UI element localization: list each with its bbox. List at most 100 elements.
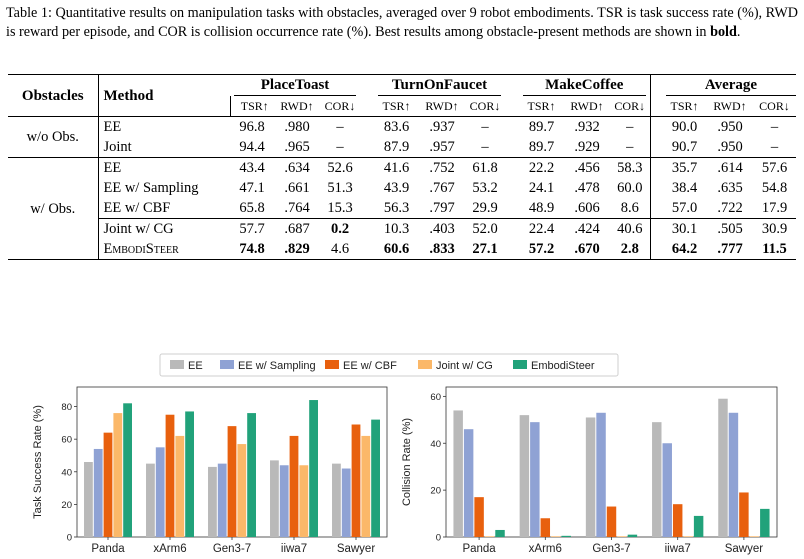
table-cell: 58.3 [610, 157, 650, 178]
y-tick-label: 20 [61, 500, 72, 511]
cell-spacer [505, 218, 519, 239]
table-cell: .777 [707, 239, 753, 260]
bar [103, 432, 113, 537]
bar [113, 413, 123, 537]
table-cell: 94.4 [239, 139, 265, 155]
bar [530, 422, 540, 537]
table-caption: Table 1: Quantitative results on manipul… [6, 4, 798, 42]
bar [155, 447, 165, 537]
bar [739, 492, 749, 537]
bar [561, 535, 571, 537]
table-row: EE w/ CBF 65.8 .764 15.3 56.3 .797 29.9 48.9 .60… [8, 198, 796, 219]
table-cell: .634 [274, 157, 320, 178]
table-cell: 56.3 [383, 200, 410, 216]
table-cell: – [336, 139, 344, 155]
header-task-label: MakeCoffee [523, 75, 646, 96]
legend-label: EE [188, 360, 203, 372]
table-cell: .456 [564, 157, 610, 178]
table-cell: 61.8 [465, 157, 505, 178]
table-cell: 22.4 [519, 218, 564, 239]
bar [93, 448, 103, 537]
table-cell: .752 [419, 157, 465, 178]
method-name: Joint w/ CG [97, 218, 230, 239]
x-tick-label: Sawyer [337, 543, 376, 555]
metric-header: RWD↑ [425, 99, 459, 113]
table-cell: 8.6 [620, 200, 639, 216]
x-tick-label: Panda [91, 543, 125, 555]
table-cell: 52.6 [320, 157, 360, 178]
x-tick-label: Gen3-7 [213, 543, 251, 555]
table-cell: 65.8 [239, 200, 265, 216]
table-cell: 51.3 [327, 180, 353, 196]
task-success-chart: 0 20 40 60 80 Task Success Rate (%) Panda xArm6… [32, 386, 388, 555]
x-tick-label: xArm6 [529, 543, 562, 555]
y-tick-label: 60 [430, 392, 441, 403]
table-cell: 60.6 [374, 239, 419, 260]
bar [672, 504, 683, 537]
table-row: Joint 94.4 .965 – 87.9 .957 – 89.7 .929 – 90.7 .950… [8, 137, 796, 158]
method-name: EE [97, 116, 230, 137]
legend-label: Joint w/ CG [436, 360, 493, 372]
metric-header: RWD↑ [570, 99, 604, 113]
bar [728, 412, 739, 537]
bar [718, 398, 728, 537]
table-cell: 57.7 [230, 218, 274, 239]
bar [289, 435, 299, 537]
cell-spacer [649, 198, 662, 219]
table-cell: 29.9 [472, 200, 498, 216]
table-cell: 17.9 [761, 200, 788, 216]
table-cell: 54.8 [761, 180, 788, 196]
legend-swatch [170, 360, 184, 369]
y-tick-label: 0 [67, 533, 72, 544]
method-name: Joint [97, 137, 230, 158]
table-row: w/o Obs. EE 96.8.980–83.6.937–89.7.932–90.… [8, 116, 796, 158]
bar [606, 506, 617, 537]
bar [596, 412, 606, 537]
cell-spacer [505, 239, 519, 260]
header-task-label: TurnOnFaucet [378, 75, 501, 96]
bar [540, 518, 551, 537]
table-cell: 96.8 [230, 116, 274, 137]
y-tick-label: 80 [61, 402, 72, 413]
table-cell: – [481, 139, 489, 155]
caption-text: Quantitative results on manipulation tas… [6, 5, 799, 40]
legend-swatch [418, 360, 432, 369]
table-cell: 83.6 [374, 116, 419, 137]
metric-header: COR↓ [324, 99, 356, 113]
x-tick-label: xArm6 [153, 543, 186, 555]
table-cell: .614 [707, 157, 753, 178]
y-axis-label: Task Success Rate (%) [32, 405, 44, 519]
x-tick-label: iiwa7 [665, 543, 691, 555]
table-cell: 35.7 [662, 157, 707, 178]
table-cell: .965 [284, 139, 310, 155]
bar [484, 536, 495, 537]
header-task: TurnOnFaucet [374, 74, 505, 96]
table-cell: .403 [419, 218, 465, 239]
table-cell: 43.9 [383, 180, 410, 196]
table-cell: .829 [274, 239, 320, 260]
chart-legend: EE EE w/ Sampling EE w/ CBF Joint w/ CG Embo… [159, 353, 619, 377]
header-task: MakeCoffee [519, 74, 650, 96]
header-method: Method [97, 74, 230, 117]
bar [217, 463, 227, 537]
bar [123, 403, 132, 537]
legend-swatch [513, 360, 527, 369]
y-tick-label: 20 [430, 486, 441, 497]
metric-header: COR↓ [614, 99, 646, 113]
table-cell: .635 [717, 180, 743, 196]
header-task: PlaceToast [230, 74, 360, 96]
cell-spacer [649, 137, 662, 158]
table-cell: 0.2 [320, 218, 360, 239]
table-cell: 57.6 [753, 157, 796, 178]
table-cell: 11.5 [753, 239, 796, 260]
bar [683, 536, 693, 537]
cell-spacer [649, 218, 662, 239]
table-cell: 22.2 [519, 157, 564, 178]
cell-spacer [505, 116, 519, 137]
bar [585, 417, 596, 537]
table-cell: 89.7 [528, 139, 555, 155]
table-cell: .957 [429, 139, 455, 155]
bar [652, 422, 662, 537]
table-cell: .687 [274, 218, 320, 239]
